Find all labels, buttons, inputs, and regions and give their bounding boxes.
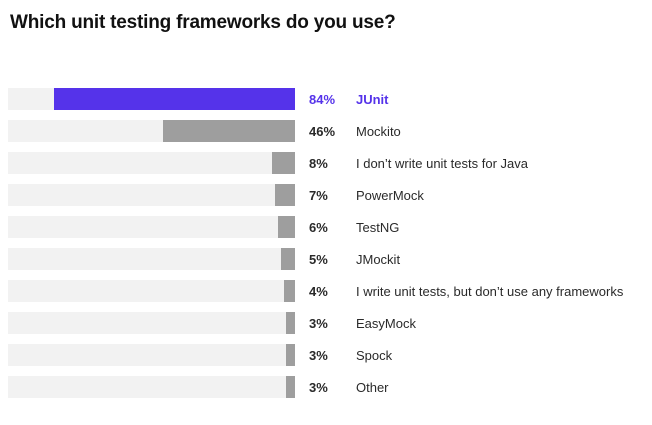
bar-row: 4% I write unit tests, but don’t use any … [8, 280, 644, 302]
bar-value-label: 3% [309, 315, 328, 331]
bar-fill [280, 248, 295, 270]
bar-track [8, 280, 295, 302]
bar-value-label: 8% [309, 155, 328, 171]
bar-track [8, 248, 295, 270]
bar-fill [277, 216, 295, 238]
bar-row: 3% EasyMock [8, 312, 644, 334]
bar-track [8, 216, 295, 238]
bar-fill [53, 88, 295, 110]
bar-fill [272, 152, 295, 174]
bar-rows: 84% JUnit 46% Mockito 8% I don’t write unit t… [8, 88, 644, 408]
bar-category-label: TestNG [356, 219, 400, 235]
bar-fill [286, 312, 295, 334]
bar-value-label: 6% [309, 219, 328, 235]
chart-title: Which unit testing frameworks do you use… [10, 12, 396, 33]
bar-row: 6% TestNG [8, 216, 644, 238]
bar-fill [274, 184, 295, 206]
bar-category-label: Spock [356, 347, 393, 363]
bar-category-label: I don’t write unit tests for Java [356, 155, 528, 171]
bar-track [8, 376, 295, 398]
bar-category-label: JMockit [356, 251, 401, 267]
bar-value-label: 84% [309, 91, 336, 107]
bar-track [8, 184, 295, 206]
bar-category-label: Mockito [356, 123, 401, 139]
bar-track [8, 152, 295, 174]
bar-fill [162, 120, 295, 142]
bar-value-label: 7% [309, 187, 328, 203]
bar-row: 46% Mockito [8, 120, 644, 142]
bar-fill [286, 344, 295, 366]
bar-value-label: 5% [309, 251, 328, 267]
bar-category-label: JUnit [356, 91, 389, 107]
bar-row: 3% Spock [8, 344, 644, 366]
bar-row: 84% JUnit [8, 88, 644, 110]
bar-track [8, 88, 295, 110]
bar-fill [283, 280, 295, 302]
bar-fill [286, 376, 295, 398]
bar-track [8, 344, 295, 366]
bar-track [8, 312, 295, 334]
bar-value-label: 3% [309, 347, 328, 363]
bar-category-label: Other [356, 379, 389, 395]
bar-value-label: 3% [309, 379, 328, 395]
bar-value-label: 46% [309, 123, 336, 139]
bar-row: 3% Other [8, 376, 644, 398]
bar-row: 8% I don’t write unit tests for Java [8, 152, 644, 174]
bar-category-label: PowerMock [356, 187, 424, 203]
bar-row: 5% JMockit [8, 248, 644, 270]
bar-track [8, 120, 295, 142]
bar-category-label: EasyMock [356, 315, 416, 331]
bar-row: 7% PowerMock [8, 184, 644, 206]
bar-category-label: I write unit tests, but don’t use any fr… [356, 283, 624, 299]
bar-value-label: 4% [309, 283, 328, 299]
